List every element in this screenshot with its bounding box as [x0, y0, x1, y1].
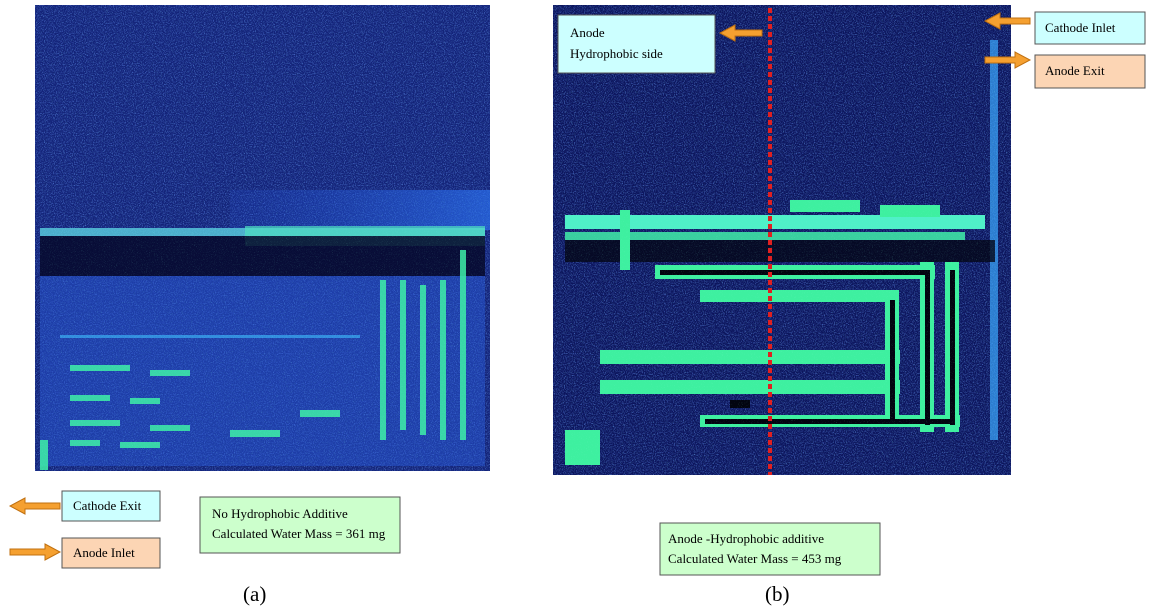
caption-text: No Hydrophobic Additive	[212, 506, 348, 521]
caption-text: Calculated Water Mass = 361 mg	[212, 526, 386, 541]
page: Cathode Exit Anode Inlet No Hydrophobic …	[0, 0, 1149, 611]
panel-label: (b)	[765, 582, 790, 606]
figure: Cathode Exit Anode Inlet No Hydrophobic …	[0, 0, 1149, 611]
caption-text: Anode -Hydrophobic additive	[668, 531, 824, 546]
side-note-text: Hydrophobic side	[570, 46, 663, 61]
side-note-box	[558, 15, 715, 73]
side-note-text: Anode	[570, 25, 605, 40]
callout-text: Anode Inlet	[73, 545, 135, 560]
neutron-image-b	[553, 5, 1011, 475]
panel-label: (a)	[243, 582, 266, 606]
callout-text: Cathode Exit	[73, 498, 142, 513]
callout-text: Cathode Inlet	[1045, 20, 1116, 35]
caption-text: Calculated Water Mass = 453 mg	[668, 551, 842, 566]
arrow	[10, 498, 60, 560]
neutron-image-a	[35, 5, 490, 471]
callout-text: Anode Exit	[1045, 63, 1105, 78]
